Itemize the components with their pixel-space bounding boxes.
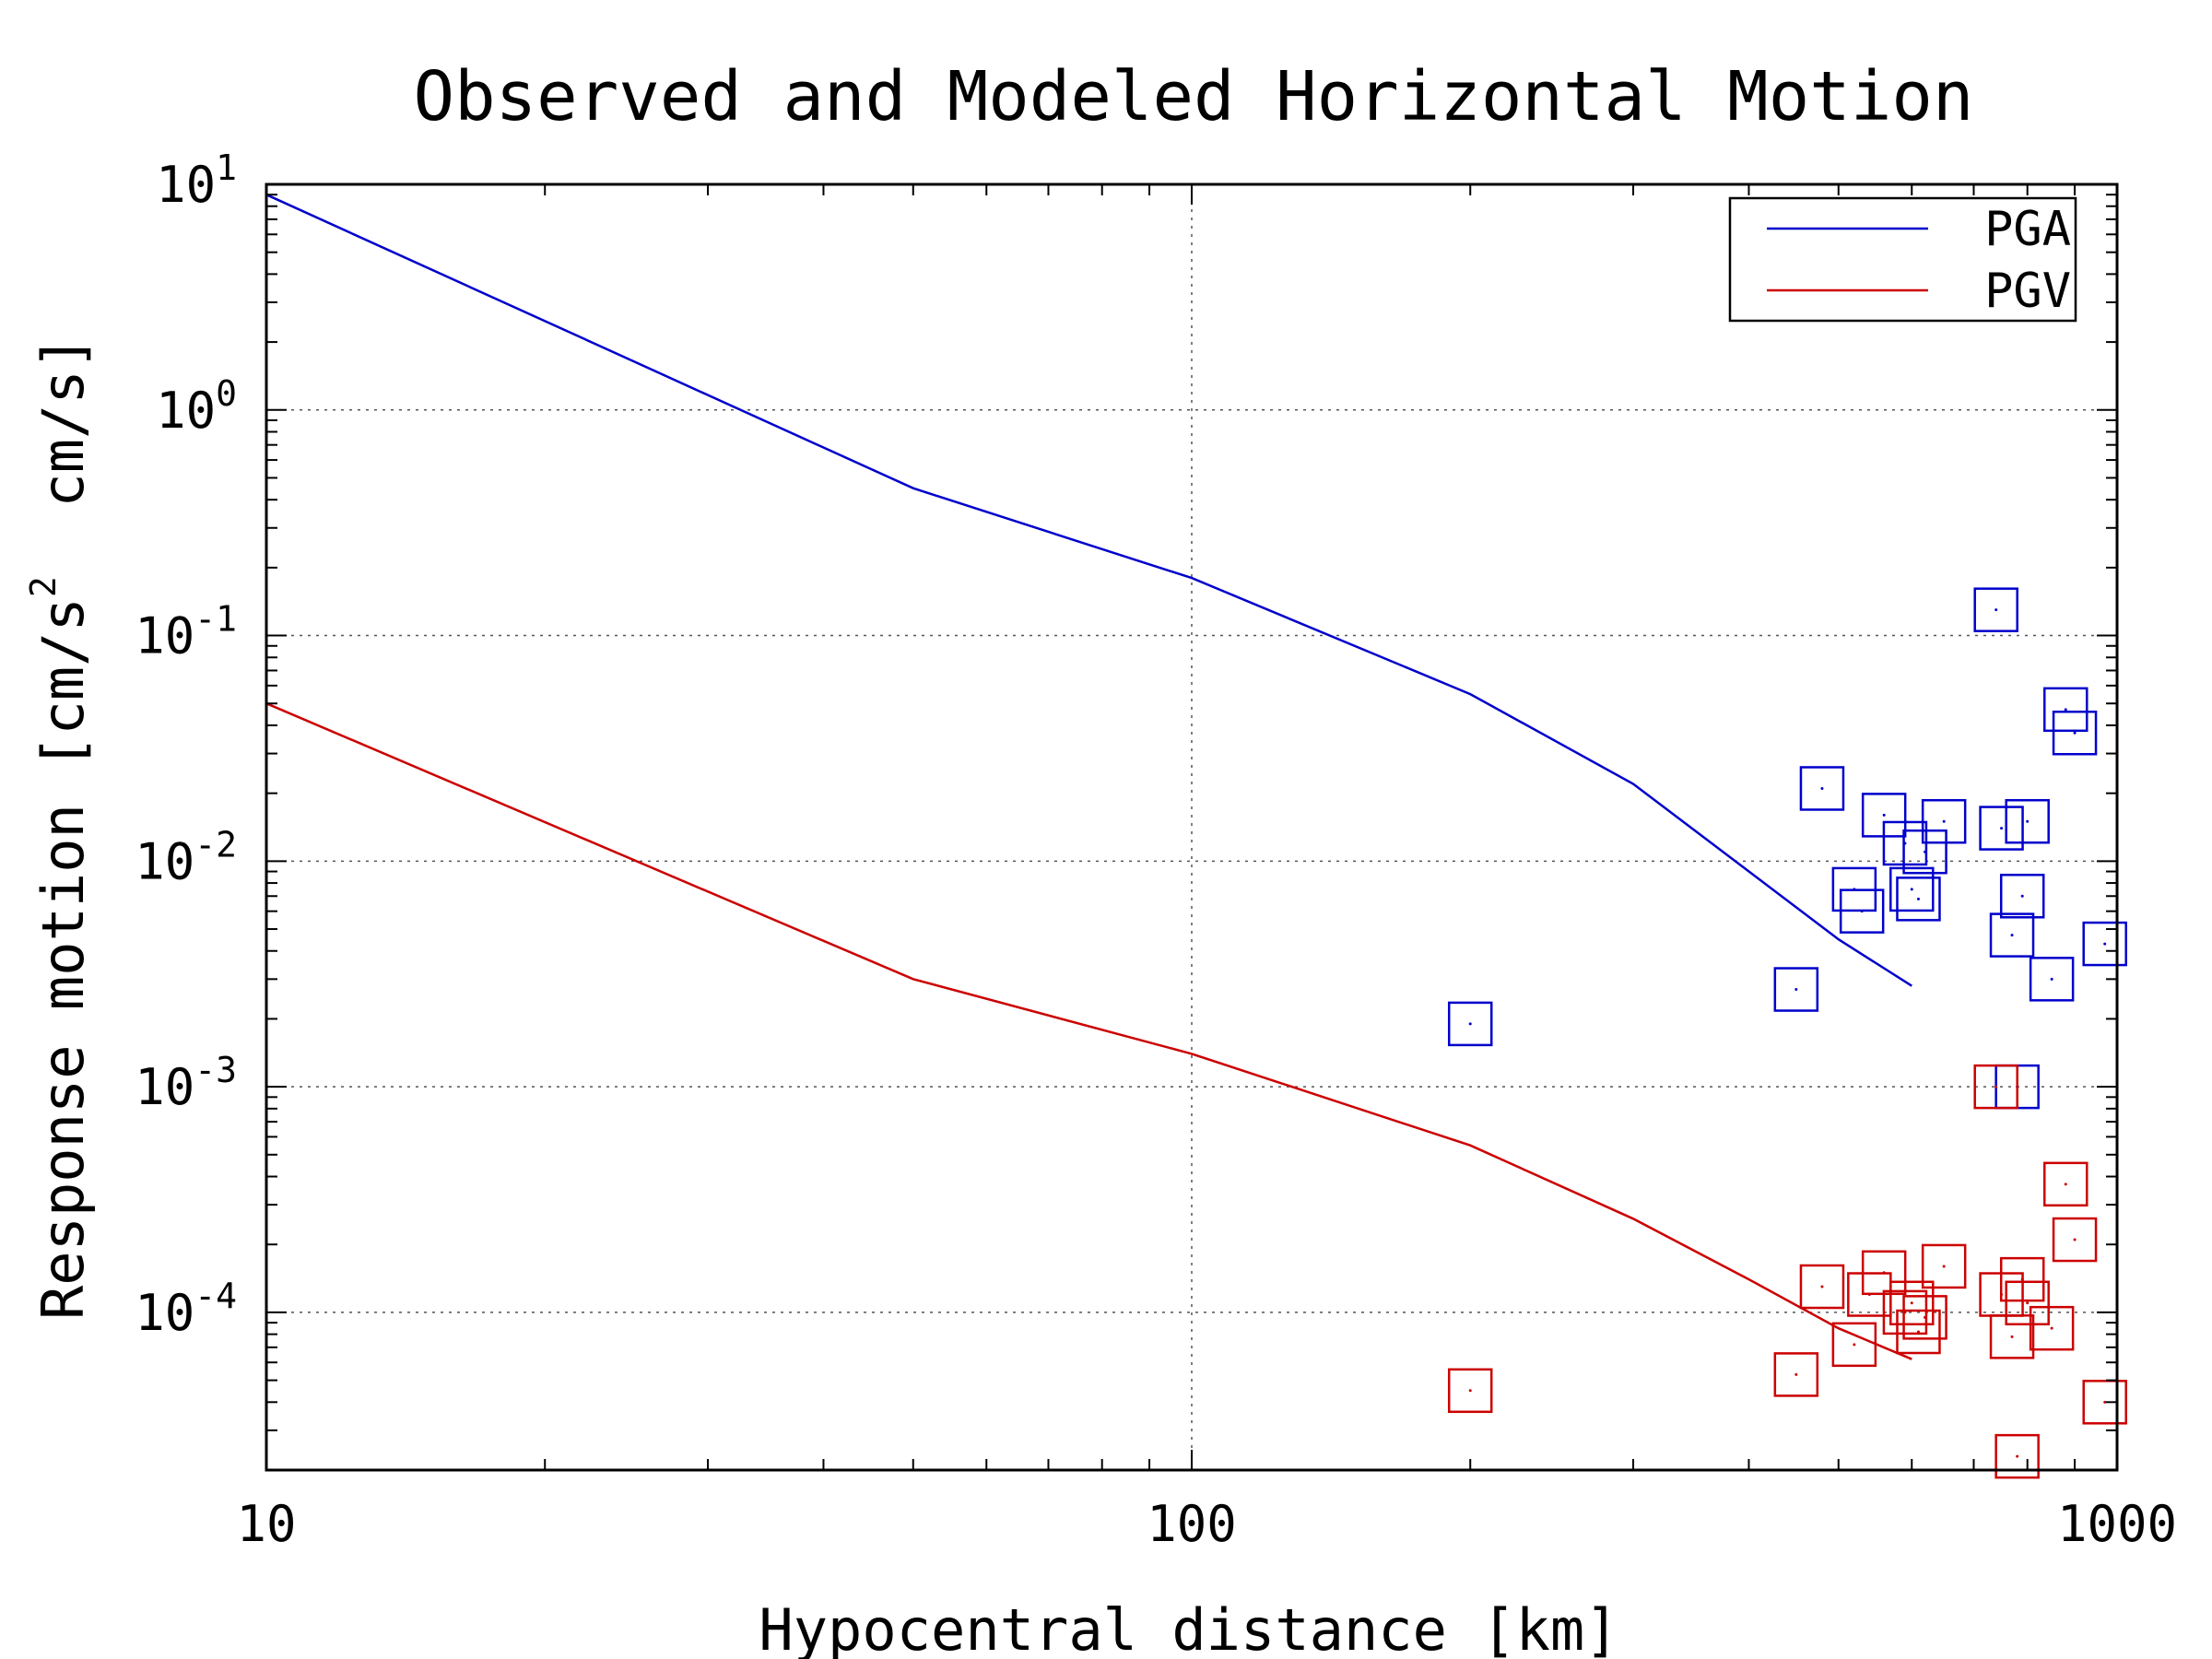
legend-label-pgv: PGV bbox=[1984, 264, 2071, 319]
observed-point-center-pgv bbox=[2020, 1277, 2024, 1281]
x-tick-label: 10 bbox=[236, 1495, 296, 1553]
observed-point-center-pgv bbox=[1853, 1343, 1856, 1347]
y-tick-label: 10-3 bbox=[135, 1050, 237, 1116]
observed-point-pgv bbox=[1799, 1264, 1845, 1310]
observed-point-center-pga bbox=[1942, 819, 1946, 823]
observed-point-center-pgv bbox=[1994, 1085, 1998, 1088]
y-tick-label: 10-4 bbox=[135, 1276, 237, 1342]
observed-point-center-pgv bbox=[2064, 1182, 2067, 1186]
observed-point-center-pga bbox=[2050, 977, 2053, 981]
y-tick-label: 101 bbox=[156, 147, 237, 214]
observed-point-pgv bbox=[1973, 1064, 2018, 1110]
observed-point-pgv bbox=[1889, 1280, 1935, 1326]
observed-point-center-pga bbox=[2020, 894, 2024, 898]
observed-point-center-pga bbox=[2000, 827, 2004, 830]
observed-point-center-pga bbox=[2026, 819, 2030, 823]
observed-point-center-pgv bbox=[1820, 1285, 1824, 1288]
observed-point-center-pga bbox=[1882, 813, 1886, 817]
observed-point-pgv bbox=[1447, 1368, 1493, 1414]
observed-point-center-pga bbox=[2103, 942, 2107, 946]
observed-point-pgv bbox=[1921, 1243, 1967, 1289]
observed-point-pgv bbox=[1999, 1256, 2045, 1302]
observed-point-center-pgv bbox=[1924, 1315, 1927, 1319]
observed-point-center-pga bbox=[1860, 910, 1864, 913]
observed-point-pgv bbox=[1773, 1352, 1819, 1397]
observed-point-pga bbox=[1902, 829, 1947, 875]
grid-lines bbox=[266, 184, 2117, 1470]
model-curve-pga bbox=[265, 194, 1912, 987]
observed-point-center-pga bbox=[2073, 731, 2077, 735]
observed-point-center-pgv bbox=[2010, 1335, 2014, 1338]
observed-point-center-pgv bbox=[2073, 1238, 2077, 1241]
observed-point-pga bbox=[2043, 687, 2088, 733]
x-axis-label: Hypocentral distance [km] bbox=[759, 1596, 1618, 1659]
observed-point-pga bbox=[1973, 587, 2018, 632]
observed-point-pga bbox=[1896, 877, 1941, 922]
y-axis-label-sup: 2 bbox=[23, 576, 64, 597]
observed-point-center-pgv bbox=[1942, 1265, 1946, 1268]
y-tick-label: 10-2 bbox=[135, 824, 237, 890]
x-tick-label: 100 bbox=[1147, 1495, 1237, 1553]
observed-point-pga bbox=[1979, 806, 2024, 851]
observed-point-pga bbox=[1839, 888, 1885, 934]
observed-point-center-pgv bbox=[1882, 1271, 1886, 1275]
y-axis-label-prefix: Response motion [cm/s bbox=[29, 597, 97, 1320]
chart-title: Observed and Modeled Horizontal Motion bbox=[414, 57, 1974, 136]
observed-point-center-pga bbox=[2064, 708, 2067, 712]
observed-point-center-pgv bbox=[1794, 1372, 1798, 1376]
observed-point-pga bbox=[2029, 957, 2075, 1002]
observed-point-center-pgv bbox=[2026, 1301, 2030, 1305]
legend: PGA PGV bbox=[1728, 196, 2077, 323]
observed-point-pgv bbox=[2029, 1305, 2075, 1351]
observed-point-pga bbox=[1773, 967, 1819, 1012]
observed-point-center-pgv bbox=[1468, 1389, 1472, 1393]
observed-point-center-pga bbox=[1468, 1022, 1472, 1026]
observed-point-center-pga bbox=[1910, 888, 1913, 891]
observed-point-pgv bbox=[2052, 1217, 2098, 1263]
observed-point-pga bbox=[2005, 798, 2050, 844]
x-tick-labels: 10 100 1000 bbox=[236, 1495, 2177, 1553]
observed-point-center-pga bbox=[1916, 897, 1920, 900]
observed-point-pgv bbox=[1896, 1309, 1941, 1355]
observed-point-center-pgv bbox=[1916, 1330, 1920, 1334]
observed-point-pgv bbox=[1994, 1433, 2040, 1479]
observed-point-pga bbox=[1447, 1001, 1493, 1047]
observed-point-center-pgv bbox=[2103, 1400, 2107, 1404]
observed-point-pga bbox=[1999, 874, 2045, 919]
observed-point-pgv bbox=[1882, 1289, 1928, 1335]
y-axis-label-suffix: cm/s] bbox=[29, 335, 97, 576]
observed-point-pga bbox=[1889, 866, 1935, 912]
observed-point-pgv bbox=[1902, 1295, 1947, 1340]
observed-point-pgv bbox=[1989, 1314, 2035, 1359]
observed-point-center-pga bbox=[1820, 786, 1824, 790]
tick-marks bbox=[265, 184, 2117, 1471]
observed-point-center-pga bbox=[1794, 988, 1798, 992]
y-tick-label: 10-1 bbox=[135, 599, 237, 665]
observed-point-center-pga bbox=[1924, 850, 1927, 853]
observed-point-pga bbox=[2082, 921, 2127, 967]
observed-point-center-pgv bbox=[2016, 1454, 2019, 1458]
observed-point-center-pgv bbox=[2050, 1326, 2053, 1330]
observed-point-center-pga bbox=[1994, 608, 1998, 612]
observed-point-pga bbox=[1921, 798, 1967, 844]
x-tick-label: 1000 bbox=[2057, 1495, 2177, 1553]
observed-point-pgv bbox=[2005, 1280, 2050, 1326]
observed-point-pga bbox=[1989, 912, 2035, 958]
observed-point-pgv bbox=[1831, 1322, 1877, 1368]
y-tick-labels: 101 100 10-1 10-2 10-3 10-4 bbox=[135, 147, 237, 1342]
observed-point-pga bbox=[1799, 766, 1845, 811]
observed-point-pga bbox=[2052, 711, 2098, 756]
legend-box bbox=[1728, 196, 2077, 323]
model-curve-pgv bbox=[265, 702, 1912, 1360]
observed-point-center-pgv bbox=[1910, 1301, 1913, 1305]
y-tick-label: 100 bbox=[156, 373, 237, 440]
series-layer bbox=[265, 194, 2127, 1479]
observed-point-pgv bbox=[2043, 1161, 2088, 1207]
legend-label-pga: PGA bbox=[1984, 202, 2071, 257]
observed-point-pgv bbox=[2082, 1380, 2127, 1425]
y-axis-label: Response motion [cm/s2 cm/s] bbox=[23, 335, 97, 1320]
observed-point-center-pga bbox=[2010, 934, 2014, 937]
